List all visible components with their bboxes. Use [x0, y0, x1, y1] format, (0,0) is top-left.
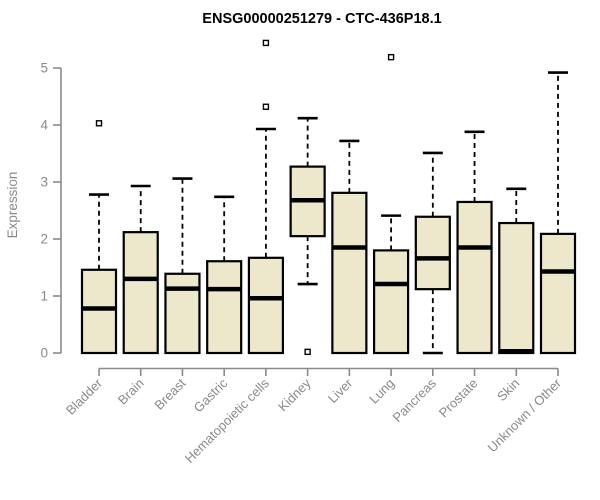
x-tick-label: Pancreas — [389, 375, 439, 425]
iqr-box — [80, 268, 118, 355]
iqr-box — [206, 260, 243, 355]
boxplot-hematopoietic-cells — [247, 39, 285, 355]
boxplot-brain — [122, 184, 159, 355]
iqr-box — [331, 191, 368, 355]
x-tick-label: Brain — [115, 376, 147, 408]
boxplot-gastric — [206, 195, 243, 355]
x-tick-label: Breast — [151, 375, 188, 412]
boxplot-skin — [498, 187, 535, 355]
y-tick-label: 1 — [40, 289, 48, 304]
outlier-point — [95, 120, 103, 127]
y-axis-title: Expression — [5, 172, 20, 239]
iqr-box — [414, 215, 451, 291]
y-tick-label: 5 — [40, 61, 48, 76]
outlier-point — [262, 103, 270, 110]
chart-title: ENSG00000251279 - CTC-436P18.1 — [202, 11, 441, 27]
x-tick-label: Gastric — [191, 375, 231, 415]
boxplot-lung — [372, 53, 410, 355]
y-tick-label: 4 — [40, 118, 48, 133]
iqr-box — [122, 231, 159, 355]
iqr-box — [456, 200, 493, 355]
x-tick-label: Prostate — [436, 376, 481, 421]
outlier-point — [387, 53, 395, 61]
x-tick-label: Kidney — [275, 375, 314, 414]
boxplot-unknown-other — [539, 71, 577, 355]
boxplot-prostate — [456, 130, 493, 355]
iqr-box — [372, 249, 410, 355]
x-tick-label: Bladder — [63, 375, 106, 418]
iqr-box — [247, 256, 285, 355]
iqr-box — [498, 221, 535, 355]
y-tick-label: 3 — [40, 175, 48, 190]
x-tick-label: Liver — [325, 375, 356, 406]
boxplot-liver — [331, 139, 368, 355]
outlier-point — [262, 39, 270, 47]
iqr-box — [539, 232, 577, 355]
boxplot-pancreas — [414, 151, 451, 355]
boxplot-bladder — [80, 120, 118, 355]
y-tick-label: 0 — [40, 346, 48, 361]
x-tick-label: Skin — [494, 376, 522, 404]
y-tick-label: 2 — [40, 232, 48, 247]
plot-layer — [80, 39, 577, 356]
iqr-box — [164, 272, 201, 355]
outlier-point — [304, 348, 311, 356]
boxplot-kidney — [289, 116, 326, 356]
x-tick-label: Lung — [366, 376, 397, 407]
x-tick-label: Unknown / Other — [485, 375, 565, 455]
boxplot-breast — [164, 177, 201, 355]
